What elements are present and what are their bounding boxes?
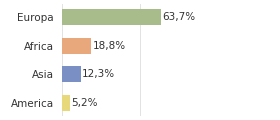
Bar xyxy=(62,9,162,25)
Text: 5,2%: 5,2% xyxy=(71,98,97,108)
Text: 63,7%: 63,7% xyxy=(163,12,196,22)
Bar xyxy=(62,95,70,111)
Text: 12,3%: 12,3% xyxy=(82,69,115,79)
Text: 18,8%: 18,8% xyxy=(92,41,125,51)
Bar xyxy=(62,66,81,82)
Bar xyxy=(62,38,91,54)
